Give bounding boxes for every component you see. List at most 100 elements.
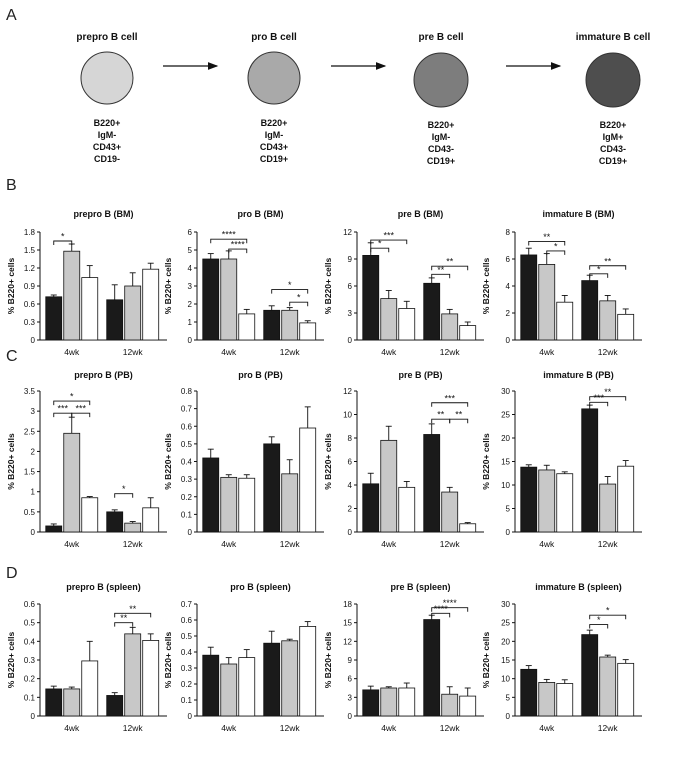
y-tick-label: 1.8 (24, 228, 36, 237)
chart-title: prepro B (PB) (74, 370, 133, 380)
marker-cd43: CD43- (600, 144, 626, 154)
bar (124, 285, 142, 341)
significance-label: *** (75, 404, 86, 414)
x-category-label: 12wk (598, 723, 619, 733)
significance-bracket (370, 239, 408, 245)
x-category-label: 12wk (280, 539, 301, 549)
significance-bracket (431, 612, 451, 618)
y-tick-label: 0 (188, 712, 193, 721)
bar (617, 662, 635, 717)
y-tick-label: 0.6 (181, 616, 193, 625)
significance-label: * (597, 615, 601, 625)
significance-bracket (71, 412, 91, 418)
x-category-label: 4wk (64, 539, 80, 549)
y-tick-label: 0.5 (181, 440, 193, 449)
y-tick-label: 0.1 (181, 510, 193, 519)
chart-title: pre B (spleen) (390, 582, 450, 592)
y-tick-label: 0 (188, 528, 193, 537)
x-category-label: 4wk (221, 539, 237, 549)
chart-immature-b-bm-: immature B (BM) % B220+ cells 0 2 4 6 8 4wk 12wk… (481, 209, 642, 357)
chart-title: immature B (spleen) (535, 582, 622, 592)
significance-bracket (210, 238, 248, 244)
x-category-label: 4wk (381, 347, 397, 357)
y-tick-label: 9 (348, 656, 353, 665)
y-tick-label: 8 (348, 434, 353, 443)
x-category-label: 4wk (64, 723, 80, 733)
y-tick-label: 15 (501, 458, 510, 467)
bar (398, 486, 416, 533)
y-tick-label: 5 (506, 505, 511, 514)
bar (142, 268, 160, 341)
bar (263, 642, 281, 717)
y-tick-label: 0.2 (181, 493, 193, 502)
bar (124, 522, 142, 533)
y-tick-label: 12 (343, 228, 352, 237)
x-category-label: 12wk (123, 539, 144, 549)
y-axis-label: % B220+ cells (481, 257, 491, 314)
panel-letter-b: B (6, 177, 17, 194)
bar (599, 300, 617, 341)
y-tick-label: 1.2 (24, 264, 36, 273)
y-tick-label: 0.2 (24, 675, 36, 684)
significance-label: *** (57, 404, 68, 414)
x-category-label: 12wk (280, 347, 301, 357)
bar (459, 695, 477, 717)
chart-title: pro B (spleen) (230, 582, 291, 592)
marker-b220: B220+ (261, 118, 288, 128)
bar (63, 432, 81, 533)
y-axis-label: % B220+ cells (323, 631, 333, 688)
marker-cd43: CD43+ (93, 142, 121, 152)
y-tick-label: 4 (348, 481, 353, 490)
chart-pre-b-spleen-: pre B (spleen) % B220+ cells 0 3 6 9 12 15 18 4wk… (323, 582, 484, 733)
marker-cd43: CD43+ (260, 142, 288, 152)
bar (520, 254, 538, 341)
y-tick-label: 0.3 (181, 475, 193, 484)
stage-title: pro B cell (251, 32, 297, 43)
bar-charts: prepro B (BM) % B220+ cells 0 0.3 0.6 0.9 1.2 1… (6, 209, 642, 733)
bar (380, 687, 398, 717)
bar (599, 656, 617, 717)
x-category-label: 4wk (221, 723, 237, 733)
y-tick-label: 0.1 (24, 693, 36, 702)
significance-label: * (61, 232, 65, 242)
y-tick-label: 10 (343, 411, 352, 420)
y-tick-label: 2 (188, 300, 193, 309)
x-category-label: 4wk (381, 539, 397, 549)
y-tick-label: 0.5 (24, 619, 36, 628)
bar (220, 476, 238, 533)
x-category-label: 4wk (221, 347, 237, 357)
x-category-label: 12wk (440, 347, 461, 357)
significance-label: * (597, 264, 601, 274)
y-tick-label: 30 (501, 387, 510, 396)
bar (362, 254, 380, 341)
x-category-label: 12wk (440, 723, 461, 733)
y-tick-label: 0.6 (24, 600, 36, 609)
bar (238, 313, 256, 341)
significance-label: * (288, 280, 292, 290)
x-category-label: 4wk (539, 347, 555, 357)
significance-bracket (431, 265, 469, 271)
stage-immature-b: immature B cell B220+ IgM+ CD43- CD19+ (576, 32, 651, 166)
significance-label: * (606, 606, 610, 616)
significance-bracket (114, 612, 152, 618)
bar (202, 654, 220, 717)
y-tick-label: 0.8 (181, 387, 193, 396)
marker-igm: IgM- (98, 130, 117, 140)
bar (459, 325, 477, 341)
bar (423, 282, 441, 341)
bar (459, 523, 477, 533)
y-tick-label: 12 (343, 387, 352, 396)
y-tick-label: 3 (348, 693, 353, 702)
bar (362, 483, 380, 533)
significance-label: ** (455, 410, 463, 420)
y-tick-label: 0 (31, 336, 36, 345)
significance-bracket (53, 400, 91, 406)
y-tick-label: 0 (188, 336, 193, 345)
panel-letter-c: C (6, 348, 18, 365)
bar (538, 682, 556, 717)
bar (281, 473, 299, 533)
significance-label: **** (434, 604, 449, 614)
y-tick-label: 6 (506, 255, 511, 264)
